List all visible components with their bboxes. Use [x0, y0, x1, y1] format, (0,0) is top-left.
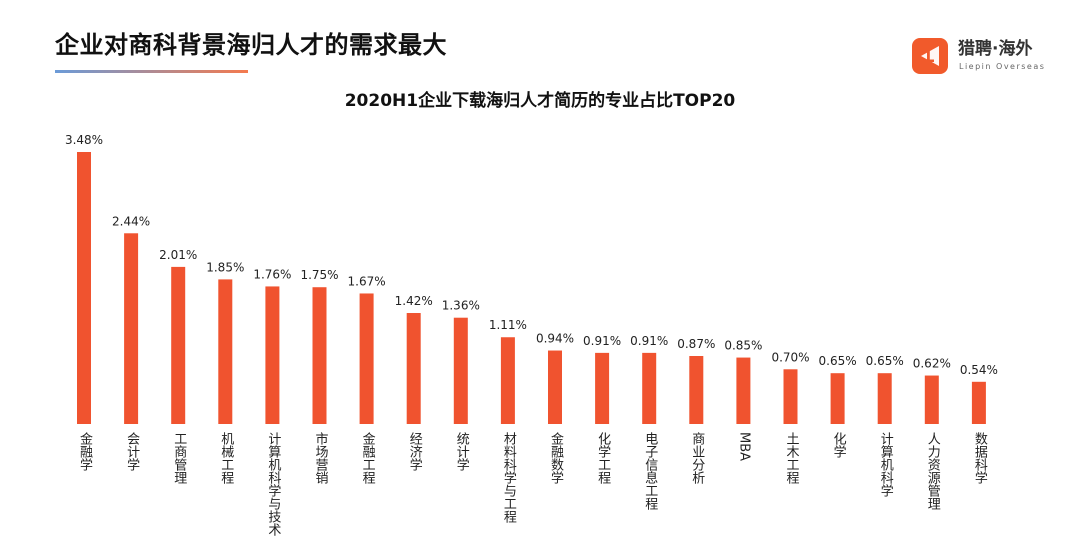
logo-subtitle: Liepin Overseas	[959, 62, 1046, 71]
bar	[218, 279, 233, 424]
page-title: 企业对商科背景海归人才的需求最大	[55, 31, 447, 59]
data-label: 1.75%	[300, 268, 338, 282]
data-label: 1.85%	[206, 260, 244, 274]
chart-title: 2020H1企业下载海归人才简历的专业占比TOP20	[344, 91, 736, 111]
liepin-logo-icon	[912, 38, 948, 74]
category-label: 工商管理	[171, 432, 187, 484]
category-label: 计算机科学	[877, 432, 893, 497]
data-label: 1.76%	[253, 267, 291, 281]
data-label: 2.01%	[159, 248, 197, 262]
bar	[783, 369, 798, 424]
category-label: 化学	[830, 432, 846, 458]
bar	[736, 357, 751, 424]
bar	[453, 317, 468, 424]
category-label: 电子信息工程	[642, 432, 658, 510]
data-label: 0.62%	[913, 357, 951, 371]
bar	[924, 375, 939, 424]
category-label: 金融数学	[548, 432, 563, 484]
data-label: 0.54%	[960, 363, 998, 377]
bar	[406, 313, 421, 424]
data-label: 1.67%	[348, 274, 386, 288]
bar	[595, 352, 610, 424]
data-label: 0.91%	[583, 334, 621, 348]
bar	[124, 233, 139, 424]
category-label: 会计学	[124, 432, 140, 471]
category-label: 人力资源管理	[924, 432, 940, 510]
data-label: 1.42%	[395, 294, 433, 308]
bar	[171, 266, 186, 424]
category-label: 经济学	[406, 432, 422, 471]
data-label: 3.48%	[65, 133, 103, 147]
bar	[642, 352, 657, 424]
category-label: MBA	[736, 432, 752, 462]
category-label: 金融学	[77, 432, 92, 471]
data-label: 0.65%	[819, 354, 857, 368]
bar	[877, 373, 892, 424]
data-label: 0.91%	[630, 334, 668, 348]
category-label: 金融工程	[359, 432, 375, 484]
category-label: 商业分析	[689, 432, 705, 484]
category-label: 统计学	[453, 432, 469, 471]
data-label: 0.65%	[866, 354, 904, 368]
bar	[312, 287, 327, 424]
bar	[830, 373, 845, 424]
bar	[971, 381, 986, 424]
data-label: 1.36%	[442, 299, 480, 313]
category-label: 材料科学与工程	[500, 432, 516, 523]
bar	[359, 293, 374, 424]
title-underline	[55, 70, 248, 73]
category-label: 市场营销	[312, 432, 328, 484]
data-label: 0.87%	[677, 337, 715, 351]
bar	[265, 286, 280, 424]
data-label: 0.85%	[724, 339, 762, 353]
category-label: 数据科学	[971, 432, 987, 484]
category-label: 计算机科学与技术	[265, 432, 281, 536]
bar	[548, 350, 562, 424]
bar	[689, 356, 704, 424]
data-label: 0.94%	[536, 332, 574, 346]
category-label: 机械工程	[218, 432, 234, 484]
category-label: 化学工程	[595, 432, 611, 484]
logo-name: 猎聘·海外	[958, 39, 1033, 59]
data-label: 2.44%	[112, 214, 150, 228]
bar	[77, 152, 91, 424]
data-label: 0.70%	[771, 350, 809, 364]
data-label: 1.11%	[489, 318, 527, 332]
bar	[500, 337, 515, 424]
category-label: 土木工程	[783, 432, 799, 484]
